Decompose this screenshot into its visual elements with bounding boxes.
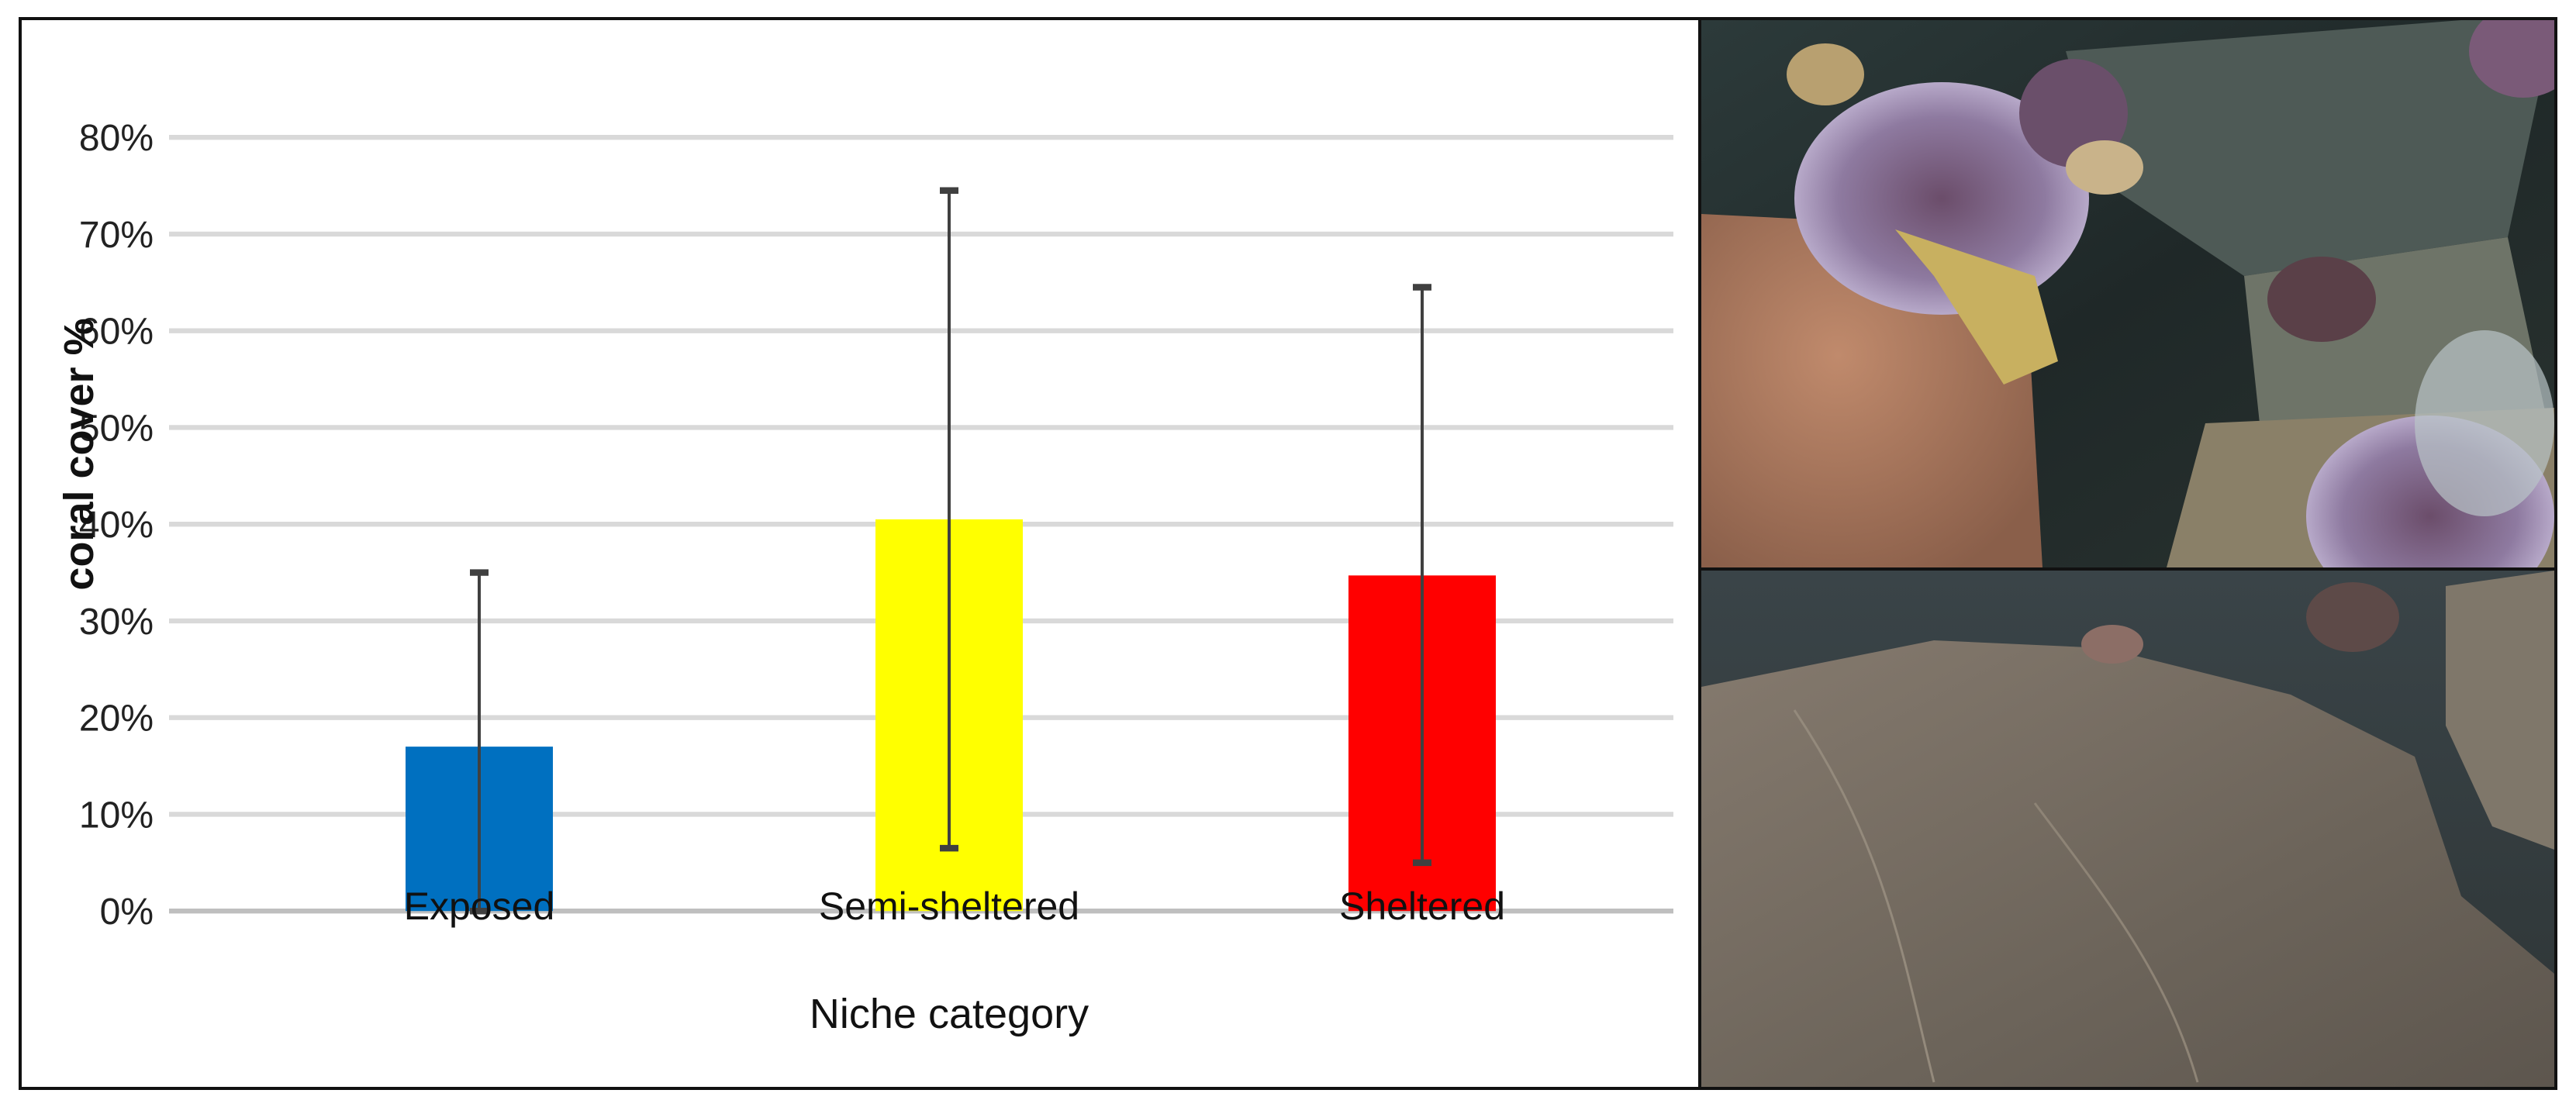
- reef-coral-photo: [1701, 20, 2554, 567]
- y-tick-label: 20%: [79, 698, 154, 740]
- y-tick-label: 50%: [79, 408, 154, 449]
- panel-divider: [1698, 20, 1701, 1087]
- error-bars: [470, 187, 1431, 915]
- y-tick-label: 60%: [79, 312, 154, 353]
- y-tick-label: 10%: [79, 795, 154, 836]
- x-tick-label: Exposed: [404, 885, 555, 928]
- x-tick-label: Semi-sheltered: [819, 885, 1079, 928]
- y-tick-label: 70%: [79, 215, 154, 256]
- y-tick-label: 40%: [79, 505, 154, 546]
- x-tick-label: Sheltered: [1339, 885, 1505, 928]
- y-tick-label: 80%: [79, 118, 154, 159]
- error-bar: [1413, 284, 1431, 867]
- bare-rock-photo: [1701, 571, 2554, 1087]
- error-bar: [470, 569, 489, 915]
- y-tick-labels: 0% 10% 20% 30% 40% 50% 60% 70% 80%: [79, 118, 154, 933]
- y-tick-label: 0%: [100, 892, 154, 933]
- bar-chart: 0% 10% 20% 30% 40% 50% 60% 70% 80% Exposed Semi-s…: [56, 118, 1673, 1037]
- y-tick-label: 30%: [79, 602, 154, 643]
- x-axis-title: Niche category: [810, 991, 1089, 1037]
- figure-frame: 0% 10% 20% 30% 40% 50% 60% 70% 80% Exposed Semi-s…: [19, 17, 2557, 1090]
- error-bar: [940, 187, 958, 852]
- x-tick-labels: Exposed Semi-sheltered Sheltered: [404, 885, 1505, 928]
- y-axis-title: coral cover %: [56, 318, 102, 590]
- photo-divider: [1701, 567, 2554, 571]
